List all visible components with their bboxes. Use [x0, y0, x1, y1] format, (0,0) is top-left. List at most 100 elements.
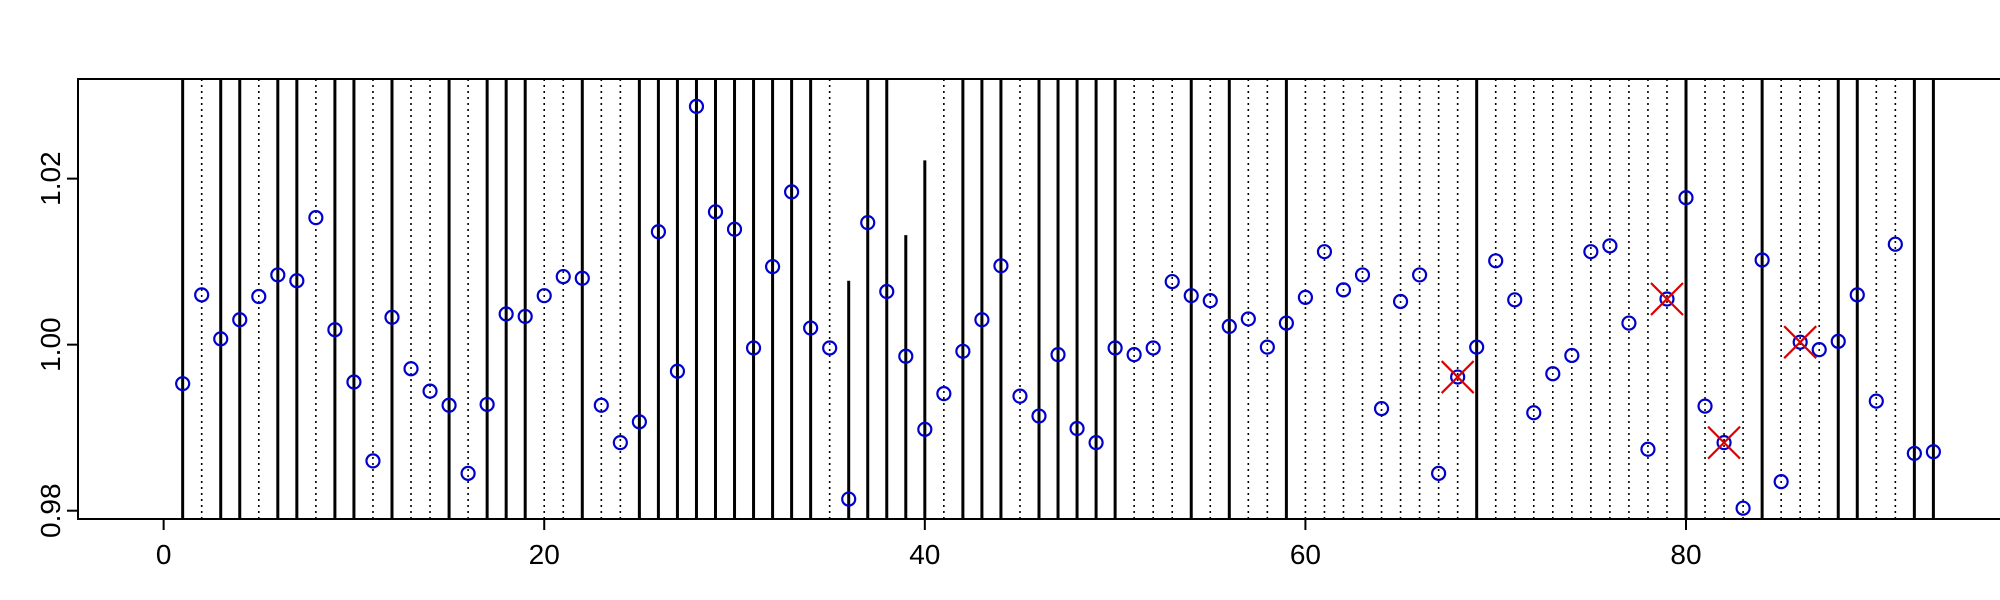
data-point	[1221, 318, 1237, 334]
data-point	[1716, 435, 1732, 451]
data-point	[1697, 398, 1713, 414]
data-point	[764, 259, 781, 275]
data-point	[1278, 315, 1294, 331]
flagged-point	[1707, 425, 1741, 460]
data-point	[1373, 400, 1390, 417]
data-point	[669, 363, 686, 379]
data-point	[1469, 339, 1485, 355]
data-point	[1145, 340, 1161, 356]
data-point	[1164, 273, 1180, 290]
y-tick-label: 1.02	[35, 151, 66, 206]
data-point	[251, 288, 267, 305]
data-point	[194, 287, 210, 303]
data-point	[213, 331, 229, 347]
data-point	[974, 312, 990, 328]
data-point	[308, 210, 324, 226]
solid-vertical-lines	[181, 79, 1935, 519]
data-point	[1354, 267, 1371, 283]
data-point	[784, 184, 800, 200]
data-point	[936, 386, 952, 402]
data-point	[1126, 347, 1142, 363]
data-point	[498, 306, 514, 322]
flagged-point	[1783, 325, 1817, 359]
data-point	[1545, 366, 1561, 382]
plot-frame	[77, 78, 2000, 520]
data-point	[1811, 342, 1827, 358]
data-point	[707, 204, 724, 220]
data-point	[1526, 405, 1542, 421]
data-point	[822, 340, 838, 356]
data-point	[1088, 435, 1104, 451]
data-point	[574, 270, 590, 286]
data-point	[270, 267, 286, 283]
data-point	[1297, 289, 1314, 305]
data-point	[898, 348, 914, 364]
data-point	[1906, 445, 1922, 462]
data-point	[1202, 293, 1218, 309]
data-point	[745, 340, 762, 356]
data-point	[327, 322, 343, 338]
data-point	[384, 309, 400, 325]
data-point	[1031, 408, 1047, 424]
data-point	[1925, 444, 1941, 460]
data-point	[1583, 244, 1599, 260]
data-point	[917, 421, 933, 437]
data-point	[1392, 293, 1409, 310]
data-point	[1259, 339, 1275, 355]
dotted-vertical-lines	[200, 79, 1897, 519]
data-point	[1830, 333, 1846, 349]
data-point	[860, 215, 876, 231]
data-point	[612, 435, 628, 451]
data-point	[879, 283, 895, 300]
data-point	[1640, 441, 1656, 457]
data-point	[232, 312, 248, 328]
data-point	[1621, 315, 1637, 331]
flagged-point	[1440, 360, 1475, 394]
data-point	[536, 288, 552, 304]
data-point	[422, 383, 438, 399]
data-point	[1431, 465, 1447, 481]
data-point	[365, 453, 381, 469]
x-tick-label: 40	[909, 539, 940, 570]
data-point	[1050, 347, 1066, 363]
data-point	[1012, 388, 1028, 404]
x-tick-label: 80	[1670, 539, 1701, 570]
data-point	[479, 396, 495, 413]
data-point	[403, 361, 419, 377]
data-point	[1411, 267, 1428, 283]
data-point	[346, 374, 362, 390]
data-point	[650, 224, 667, 240]
x-tick-label: 20	[529, 539, 560, 570]
x-axis: 0 20 40 60 80	[156, 519, 1702, 570]
data-point	[1183, 288, 1199, 304]
y-tick-label: 0.98	[35, 483, 66, 538]
data-point	[441, 397, 457, 413]
data-point	[803, 320, 819, 336]
data-point	[1450, 369, 1466, 385]
data-point	[460, 465, 476, 481]
data-point	[1773, 474, 1789, 490]
x-tick-label: 0	[156, 539, 172, 570]
data-point	[1849, 287, 1865, 303]
data-points	[175, 98, 1941, 516]
data-point	[841, 491, 857, 507]
data-point	[1107, 340, 1123, 356]
data-point	[1240, 311, 1256, 327]
data-point	[1678, 190, 1694, 206]
data-point	[1754, 252, 1770, 268]
data-point	[289, 273, 305, 289]
data-point	[1069, 420, 1085, 437]
data-point	[1792, 334, 1808, 350]
data-point	[993, 258, 1009, 274]
data-point	[955, 343, 971, 359]
flagged-points	[1440, 282, 1817, 460]
data-point	[1564, 347, 1580, 364]
data-point	[631, 414, 647, 430]
y-axis: 0.98 1.00 1.02	[35, 151, 78, 538]
data-point	[517, 308, 533, 325]
data-point	[175, 376, 191, 392]
data-point	[1316, 244, 1333, 260]
flagged-point	[1650, 282, 1684, 316]
data-point	[726, 221, 743, 237]
